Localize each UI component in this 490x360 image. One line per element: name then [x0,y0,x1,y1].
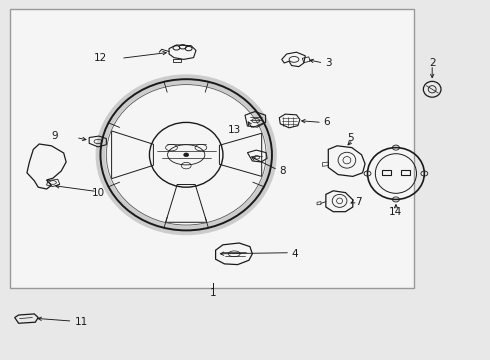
Text: 11: 11 [74,317,88,327]
Text: 14: 14 [389,207,403,217]
Text: 1: 1 [210,288,217,298]
Text: 4: 4 [292,249,298,259]
Text: 8: 8 [279,166,286,176]
Text: 5: 5 [347,133,354,143]
Text: 7: 7 [355,197,362,207]
Text: 12: 12 [94,53,107,63]
Text: 6: 6 [323,117,330,127]
Text: 10: 10 [92,188,104,198]
Text: 3: 3 [325,58,332,68]
Text: 13: 13 [228,125,241,135]
Polygon shape [112,131,153,179]
Ellipse shape [184,153,189,157]
Polygon shape [166,185,207,222]
Text: 2: 2 [429,58,436,68]
Bar [10,9,414,288]
Text: 9: 9 [51,131,58,141]
Polygon shape [220,133,262,176]
